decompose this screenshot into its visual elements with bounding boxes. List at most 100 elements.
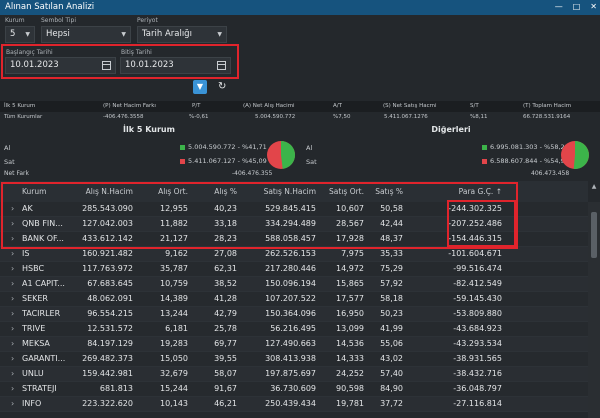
expand-chevron-icon[interactable]: › [11, 264, 15, 273]
table-row[interactable]: › BANK OF... 433.612.142 21,127 28,23 588.058… [0, 232, 588, 247]
cell-satis-pct: 43,02 [380, 354, 403, 363]
cell-satis-ort: 19,781 [336, 399, 364, 408]
col-satis-hacim[interactable]: Satış N.Hacim [263, 187, 316, 196]
cell-kurum: QNB FIN... [22, 219, 63, 228]
table-row[interactable]: › TACIRLER 96.554.215 13,244 42,79 150.364.09… [0, 307, 588, 322]
top5-pie-chart [267, 140, 296, 169]
cell-alis-pct: 25,78 [214, 324, 237, 333]
table-row[interactable]: › TRIVE 12.531.572 6,181 25,78 56.216.495 13,0… [0, 322, 588, 337]
cell-satis-hacim: 150.096.194 [265, 279, 316, 288]
cell-alis-ort: 12,955 [160, 204, 188, 213]
scroll-thumb[interactable] [591, 212, 597, 258]
summary-cell: 5.411.067.1276 [384, 114, 428, 120]
cell-satis-pct: 84,90 [380, 384, 403, 393]
cell-kurum: TRIVE [22, 324, 46, 333]
end-date-field[interactable]: 10.01.2023 [120, 57, 231, 74]
summary-cell: 66.728.531.9164 [523, 114, 571, 120]
cell-alis-pct: 39,55 [214, 354, 237, 363]
expand-chevron-icon[interactable]: › [11, 309, 15, 318]
table-row[interactable]: › UNLU 159.442.981 32,679 58,07 197.875.697 24… [0, 367, 588, 382]
expand-chevron-icon[interactable]: › [11, 249, 15, 258]
expand-chevron-icon[interactable]: › [11, 399, 15, 408]
cell-alis-hacim: 127.042.003 [82, 219, 133, 228]
expand-chevron-icon[interactable]: › [11, 339, 15, 348]
minimize-icon[interactable]: — [554, 2, 563, 11]
col-alis-pct[interactable]: Alış % [214, 187, 237, 196]
cell-alis-hacim: 48.062.091 [87, 294, 133, 303]
table-row[interactable]: › A1 CAPIT... 67.683.645 10,759 38,52 150.096… [0, 277, 588, 292]
table-row[interactable]: › INFO 223.322.620 10,143 46,21 250.439.434 19… [0, 397, 588, 412]
table-row[interactable]: › STRATEJI 681.813 15,244 91,67 36.730.609 90,… [0, 382, 588, 397]
al-legend [180, 145, 185, 150]
calendar-icon[interactable] [102, 61, 111, 70]
maximize-icon[interactable]: □ [572, 2, 581, 11]
cell-satis-ort: 90,598 [336, 384, 364, 393]
summary-cell: %7,50 [333, 114, 351, 120]
cell-satis-pct: 55,06 [380, 339, 403, 348]
expand-chevron-icon[interactable]: › [11, 354, 15, 363]
col-kurum[interactable]: Kurum [22, 187, 47, 196]
cell-alis-pct: 41,28 [214, 294, 237, 303]
calendar-icon[interactable] [217, 61, 226, 70]
start-date-field[interactable]: 10.01.2023 [5, 57, 116, 74]
cell-satis-pct: 37,72 [380, 399, 403, 408]
cell-satis-ort: 14,333 [336, 354, 364, 363]
grid-scrollbar[interactable] [588, 202, 600, 418]
table-row[interactable]: › IS 160.921.482 9,162 27,08 262.526.153 7,975… [0, 247, 588, 262]
cell-alis-hacim: 285.543.090 [82, 204, 133, 213]
expand-chevron-icon[interactable]: › [11, 369, 15, 378]
expand-chevron-icon[interactable]: › [11, 279, 15, 288]
cell-alis-ort: 10,143 [160, 399, 188, 408]
expand-chevron-icon[interactable]: › [11, 204, 15, 213]
cell-satis-hacim: 262.526.153 [265, 249, 316, 258]
kurum-select[interactable]: 5 ▼ [5, 26, 35, 43]
para-gc-highlight [447, 200, 516, 247]
cell-para-gc: -43.684.923 [453, 324, 502, 333]
sembol-tipi-select[interactable]: Hepsi ▼ [41, 26, 131, 43]
table-row[interactable]: › MEKSA 84.197.129 19,283 69,77 127.490.663 14… [0, 337, 588, 352]
sat-label: Sat [306, 158, 317, 166]
start-date-label: Başlangıç Tarihi [6, 49, 53, 56]
col-alis-ort[interactable]: Alış Ort. [158, 187, 188, 196]
cell-para-gc: -43.293.534 [453, 339, 502, 348]
cell-satis-hacim: 127.490.663 [265, 339, 316, 348]
col-satis-ort[interactable]: Satış Ort. [329, 187, 364, 196]
cell-satis-ort: 24,252 [336, 369, 364, 378]
cell-kurum: MEKSA [22, 339, 50, 348]
cell-alis-ort: 10,759 [160, 279, 188, 288]
cell-alis-ort: 11,882 [160, 219, 188, 228]
end-date-label: Bitiş Tarihi [121, 49, 152, 56]
cell-alis-pct: 69,77 [214, 339, 237, 348]
table-row[interactable]: › SEKER 48.062.091 14,389 41,28 107.207.522 17… [0, 292, 588, 307]
cell-kurum: TACIRLER [22, 309, 61, 318]
cell-alis-pct: 46,21 [214, 399, 237, 408]
close-icon[interactable]: ✕ [590, 2, 597, 11]
table-row[interactable]: › GARANTI... 269.482.373 15,050 39,55 308.413… [0, 352, 588, 367]
periyot-select[interactable]: Tarih Aralığı ▼ [137, 26, 227, 43]
filter-button[interactable]: ▼ [193, 80, 207, 94]
cell-alis-hacim: 96.554.215 [87, 309, 133, 318]
scroll-up-icon[interactable]: ▲ [591, 183, 597, 190]
cell-alis-ort: 15,050 [160, 354, 188, 363]
cell-satis-ort: 10,607 [336, 204, 364, 213]
expand-chevron-icon[interactable]: › [11, 219, 15, 228]
col-alis-hacim[interactable]: Alış N.Hacim [85, 187, 133, 196]
cell-alis-ort: 32,679 [160, 369, 188, 378]
table-row[interactable]: › AK 285.543.090 12,955 40,23 529.845.415 10,6… [0, 202, 588, 217]
expand-chevron-icon[interactable]: › [11, 384, 15, 393]
net-right-value: 406.473.458 [531, 170, 570, 177]
expand-chevron-icon[interactable]: › [11, 294, 15, 303]
others-panel: Diğerleri Al Sat 6.995.081.303 - %58,29 … [302, 125, 600, 179]
table-row[interactable]: › QNB FIN... 127.042.003 11,882 33,18 334.294… [0, 217, 588, 232]
refresh-button[interactable]: ↻ [218, 80, 230, 94]
kurum-label: Kurum [5, 17, 25, 24]
expand-chevron-icon[interactable]: › [11, 324, 15, 333]
col-satis-pct[interactable]: Satış % [375, 187, 403, 196]
sat-legend [482, 159, 487, 164]
table-row[interactable]: › HSBC 117.763.972 35,787 62,31 217.280.446 14… [0, 262, 588, 277]
col-para-gc[interactable]: Para G.Ç. ↑ [458, 187, 502, 196]
cell-para-gc: -82.412.549 [453, 279, 502, 288]
cell-satis-ort: 17,577 [336, 294, 364, 303]
expand-chevron-icon[interactable]: › [11, 234, 15, 243]
pie-al-slice [281, 140, 296, 169]
